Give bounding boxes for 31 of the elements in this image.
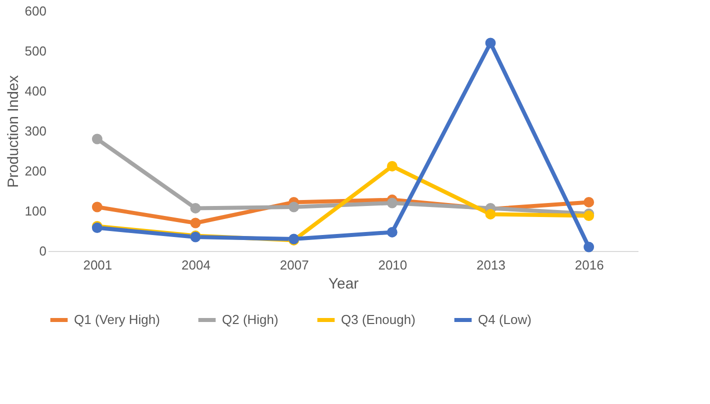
point	[485, 208, 496, 220]
y-tick-label: 0	[39, 244, 46, 258]
point	[92, 134, 102, 144]
point	[386, 226, 398, 238]
x-tick-label: 2004	[182, 258, 210, 272]
y-axis-title: Production Index	[4, 74, 22, 188]
point	[386, 160, 398, 172]
point	[584, 242, 594, 252]
y-tick-label: 500	[24, 44, 46, 58]
point	[386, 198, 398, 208]
point	[288, 202, 300, 212]
y-tick-label: 100	[24, 204, 46, 218]
legend-label: Q1 (Very High)	[74, 312, 160, 327]
point	[92, 202, 102, 212]
point	[190, 218, 201, 228]
point	[584, 196, 594, 208]
y-tick-label: 600	[24, 4, 46, 18]
x-tick-label: 2010	[378, 258, 408, 272]
x-tick-label: 2016	[574, 258, 604, 272]
legend-label: Q4 (Low)	[478, 312, 532, 327]
x-axis-title: Year	[328, 276, 359, 292]
legend-label: Q2 (High)	[222, 312, 278, 327]
x-tick-label: 2007	[280, 258, 309, 272]
point	[485, 38, 496, 48]
legend-label: Q3 (Enough)	[341, 312, 416, 327]
point	[190, 202, 201, 214]
x-tick-label: 2001	[83, 258, 112, 272]
y-tick-label: 400	[24, 84, 46, 98]
x-tick-label: 2013	[476, 258, 506, 272]
y-tick-label: 200	[24, 164, 46, 178]
y-tick-label: 300	[24, 124, 46, 138]
